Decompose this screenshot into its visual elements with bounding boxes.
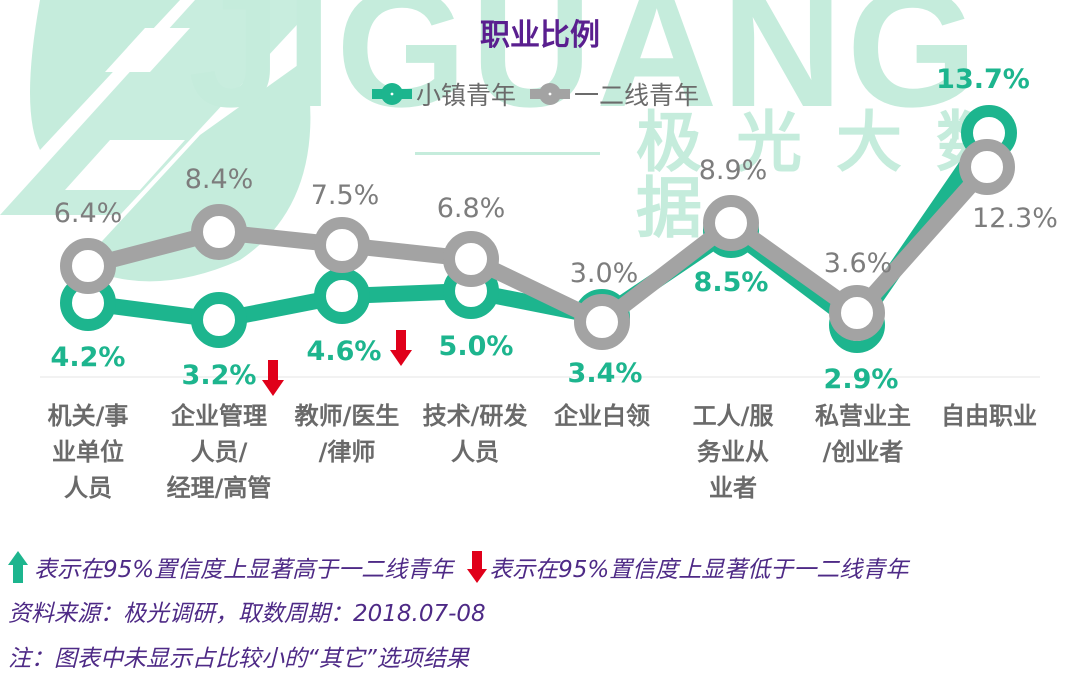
down-arrow-icon xyxy=(390,330,412,366)
category-label: 教师/医生 /律师 xyxy=(294,402,400,466)
up-arrow-icon xyxy=(8,551,28,583)
watermark-brand-text: JIGUANG xyxy=(188,0,982,142)
series-markers-tier12 xyxy=(60,139,1015,350)
down-arrow-icon xyxy=(467,551,488,583)
category-label: 自由职业 xyxy=(941,402,1037,430)
value-label-tier12: 3.0% xyxy=(569,258,639,289)
value-label-tier12: 8.4% xyxy=(184,164,254,195)
value-label-small-town: 8.5% xyxy=(693,267,769,298)
chart-legend: 小镇青年 一二线青年 xyxy=(372,76,699,112)
line-chart xyxy=(40,105,1040,378)
watermark-divider xyxy=(415,152,600,155)
value-label-small-town: 13.7% xyxy=(936,64,1030,95)
legend-item-tier12: 一二线青年 xyxy=(530,76,699,112)
watermark-logo-icon xyxy=(0,0,320,282)
value-label-small-town: 4.6% xyxy=(306,336,382,367)
category-label: 企业白领 xyxy=(554,402,650,430)
value-label-small-town: 3.2% xyxy=(181,360,257,391)
source-note: 资料来源：极光调研，取数周期：2018.07-08 xyxy=(8,601,486,627)
up-arrow-legend-text: 表示在95%置信度上显著高于一二线青年 xyxy=(34,557,454,583)
category-label: 机关/事 业单位 人员 xyxy=(47,402,129,502)
teal-circle-marker-icon xyxy=(372,83,412,105)
category-label: 技术/研发 人员 xyxy=(422,402,528,466)
down-arrow-icon xyxy=(262,360,284,396)
value-label-small-town: 3.4% xyxy=(567,358,643,389)
category-label: 工人/服 务业从 业者 xyxy=(692,402,774,502)
chart-title: 职业比例 xyxy=(480,18,600,53)
value-label-tier12: 3.6% xyxy=(823,248,893,279)
watermark-cn-text: 极光大数据 xyxy=(636,104,1036,247)
category-label: 企业管理 人员/ 经理/高管 xyxy=(166,402,272,502)
value-label-tier12: 6.8% xyxy=(436,193,506,224)
gray-circle-marker-icon xyxy=(530,83,571,105)
legend-label: 一二线青年 xyxy=(574,81,700,110)
value-label-tier12: 12.3% xyxy=(972,203,1058,234)
value-label-tier12: 6.4% xyxy=(53,198,123,229)
category-label: 私营业主 /创业者 xyxy=(815,402,911,466)
footnote: 注：图表中未显示占比较小的“其它”选项结果 xyxy=(8,646,469,672)
value-label-small-town: 5.0% xyxy=(438,331,514,362)
down-arrow-legend-text: 表示在95%置信度上显著低于一二线青年 xyxy=(489,557,909,583)
value-label-small-town: 4.2% xyxy=(50,342,126,373)
legend-label: 小镇青年 xyxy=(416,81,517,110)
legend-item-small-town: 小镇青年 xyxy=(372,76,516,112)
value-label-tier12: 7.5% xyxy=(310,180,380,211)
value-label-small-town: 2.9% xyxy=(823,364,899,395)
significance-legend: 表示在95%置信度上显著高于一二线青年 表示在95%置信度上显著低于一二线青年 xyxy=(8,550,908,584)
value-label-tier12: 8.9% xyxy=(698,155,768,186)
